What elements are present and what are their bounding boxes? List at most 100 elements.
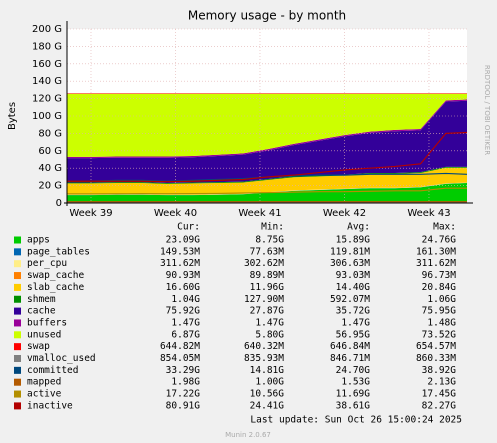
area: [67, 93, 467, 94]
legend-header: Avg:: [347, 222, 370, 233]
legend-value: 302.62M: [244, 258, 284, 269]
legend-value: 82.27G: [422, 400, 457, 411]
x-tick-label: Week 40: [154, 208, 197, 219]
y-tick-label: 0: [56, 198, 62, 209]
legend-value: 96.73M: [422, 270, 457, 281]
legend-value: 11.96G: [250, 282, 285, 293]
legend-value: 1.98G: [171, 377, 200, 388]
legend-label: committed: [27, 365, 78, 376]
legend-value: 1.47G: [255, 317, 284, 328]
y-tick-label: 40 G: [38, 163, 62, 174]
x-tick-label: Week 42: [323, 208, 366, 219]
legend-value: 835.93M: [244, 353, 284, 364]
legend-value: 35.72G: [336, 306, 371, 317]
legend-value: 1.48G: [427, 317, 456, 328]
x-tick-label: Week 39: [69, 208, 112, 219]
legend-value: 161.30M: [416, 246, 456, 257]
legend-swatch: [14, 355, 21, 362]
legend-value: 1.04G: [171, 294, 200, 305]
legend-swatch: [14, 402, 21, 410]
legend-value: 73.52G: [422, 329, 457, 340]
legend-value: 38.61G: [336, 400, 371, 411]
legend-swatch: [14, 390, 21, 398]
legend-swatch: [14, 378, 21, 386]
legend-value: 14.81G: [250, 365, 285, 376]
y-axis-label: Bytes: [7, 102, 18, 130]
legend-swatch: [14, 283, 21, 291]
legend-value: 1.53G: [341, 377, 370, 388]
line: [67, 131, 468, 183]
legend-label: buffers: [27, 317, 67, 328]
legend-swatch: [14, 307, 21, 315]
legend-swatch: [14, 331, 21, 339]
legend-value: 1.00G: [255, 377, 284, 388]
legend-value: 38.92G: [422, 365, 457, 376]
legend-value: 11.69G: [336, 389, 371, 400]
y-tick-label: 180 G: [32, 41, 62, 52]
legend-swatch: [14, 343, 21, 351]
x-tick-label: Week 41: [238, 208, 281, 219]
footer: Last update: Sun Oct 26 15:00:24 2025: [250, 415, 462, 426]
y-tick-label: 160 G: [32, 59, 62, 70]
y-tick-label: 20 G: [38, 181, 62, 192]
legend-value: 640.32M: [244, 341, 284, 352]
legend-value: 27.87G: [250, 306, 285, 317]
legend-value: 8.75G: [255, 235, 284, 246]
legend-swatch: [14, 366, 21, 374]
legend-label: active: [27, 389, 62, 400]
version: Munin 2.0.67: [225, 431, 271, 439]
legend-label: mapped: [27, 377, 61, 388]
legend-label: cache: [27, 306, 56, 317]
legend-header: Cur:: [177, 222, 200, 233]
legend-value: 646.84M: [330, 341, 370, 352]
legend-value: 127.90M: [244, 294, 284, 305]
legend-value: 16.60G: [166, 282, 201, 293]
legend-header: Min:: [261, 222, 284, 233]
y-tick-label: 120 G: [32, 94, 62, 105]
legend-value: 14.40G: [336, 282, 371, 293]
legend-value: 75.92G: [166, 306, 201, 317]
legend-value: 24.41G: [250, 400, 285, 411]
area: [67, 100, 467, 183]
legend-swatch: [14, 236, 21, 244]
y-tick-label: 200 G: [32, 24, 62, 35]
legend-value: 846.71M: [330, 353, 370, 364]
legend-value: 860.33M: [416, 353, 456, 364]
legend-label: vmalloc_used: [27, 353, 96, 364]
legend-value: 854.05M: [160, 353, 200, 364]
legend-label: apps: [27, 235, 50, 246]
legend-swatch: [14, 272, 21, 280]
y-tick-label: 100 G: [32, 111, 62, 122]
legend-value: 1.06G: [427, 294, 456, 305]
chart-title: Memory usage - by month: [188, 9, 346, 23]
legend-value: 89.89M: [250, 270, 285, 281]
legend-value: 80.91G: [166, 400, 201, 411]
legend-value: 5.80G: [255, 329, 284, 340]
legend-value: 93.03M: [336, 270, 371, 281]
legend-value: 2.13G: [427, 377, 456, 388]
legend-value: 17.22G: [166, 389, 201, 400]
legend-value: 24.76G: [422, 235, 457, 246]
y-tick-label: 140 G: [32, 76, 62, 87]
y-tick-label: 80 G: [38, 128, 62, 139]
legend-value: 654.57M: [416, 341, 456, 352]
legend-value: 592.07M: [330, 294, 370, 305]
legend-value: 17.45G: [422, 389, 457, 400]
legend-swatch: [14, 319, 21, 327]
legend-value: 24.70G: [336, 365, 371, 376]
x-tick-label: Week 43: [407, 208, 450, 219]
legend-header: Max:: [433, 222, 456, 233]
legend-value: 1.47G: [171, 317, 200, 328]
legend-value: 23.09G: [166, 235, 201, 246]
legend-label: slab_cache: [27, 282, 84, 293]
legend-label: per_cpu: [27, 258, 67, 269]
legend-value: 149.53M: [160, 246, 200, 257]
legend-label: inactive: [27, 400, 73, 411]
y-tick-label: 60 G: [38, 146, 62, 157]
legend-value: 6.87G: [171, 329, 200, 340]
legend-value: 311.62M: [416, 258, 456, 269]
legend-swatch: [14, 260, 21, 268]
legend-value: 1.47G: [341, 317, 370, 328]
